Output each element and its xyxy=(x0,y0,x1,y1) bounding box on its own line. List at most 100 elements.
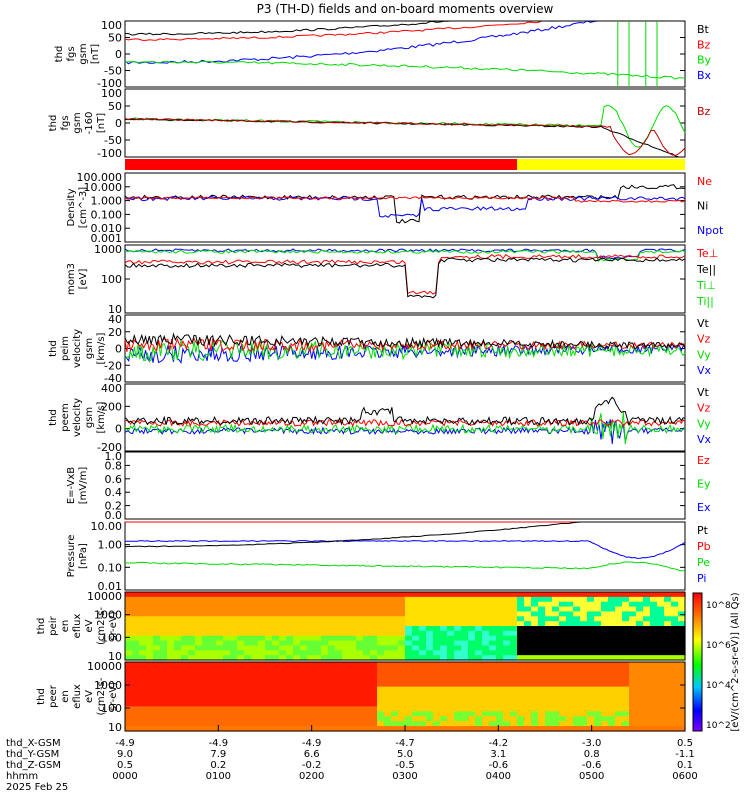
panel-5: 1000 100 10 mom3 [eV] Te⊥ Te|| Ti⊥ Ti|| xyxy=(66,243,718,316)
y-axis-label: gsm xyxy=(84,407,95,428)
x-tick-label: -4.7 xyxy=(395,738,415,749)
series-npot xyxy=(124,195,686,218)
x-tick-label: 0200 xyxy=(299,771,324,782)
y-tick-label: 0 xyxy=(115,343,122,356)
panel-9: 10.00 1.00 0.10 0.01 Pressure [nPa] Pt Pb Pe Pi xyxy=(66,520,711,593)
y-tick-label: 0.4 xyxy=(105,486,123,499)
legend-entry: Ey xyxy=(697,478,711,491)
series-vt xyxy=(124,396,686,427)
panel-7: 400 200 0 -200 thd peem velocity gsm [km/s] Vt Vz V… xyxy=(48,382,712,454)
y-axis-label: eflux xyxy=(72,684,83,709)
y-axis-label: en xyxy=(60,690,71,703)
legend-entry: Pb xyxy=(697,540,711,553)
y-tick-label: 10.00 xyxy=(91,520,123,533)
legend-entry: Bt xyxy=(697,23,710,36)
x-tick-label: 0.2 xyxy=(210,760,226,771)
legend-entry: Ez xyxy=(697,454,710,467)
colorbar-gradient xyxy=(692,592,703,732)
y-axis-label: peim xyxy=(60,336,71,361)
colorbar-tick: 10^4 xyxy=(706,681,731,691)
y-tick-label: 100 xyxy=(101,702,122,715)
colorbar-tick: 10^6 xyxy=(706,641,731,651)
x-tick-label: -0.6 xyxy=(489,760,509,771)
y-tick-label: 10.000 xyxy=(84,181,123,194)
series-ni xyxy=(124,184,686,224)
y-tick-label: 100 xyxy=(101,631,122,644)
y-tick-label: 100 xyxy=(101,87,122,100)
y-axis-label: [nT] xyxy=(90,44,101,64)
y-axis-label: -160 xyxy=(84,112,95,135)
x-tick-label: 0.1 xyxy=(677,760,693,771)
y-tick-label: 0 xyxy=(115,48,122,61)
legend-entry: Bz xyxy=(697,105,711,118)
y-axis-label: Density xyxy=(66,188,77,226)
y-tick-label: 0.01 xyxy=(98,580,123,593)
legend-entry: Pe xyxy=(697,556,710,569)
x-tick-label: -4.9 xyxy=(302,738,322,749)
y-axis-label: [cm^-3] xyxy=(78,187,89,228)
y-tick-label: 0 xyxy=(115,117,122,130)
y-tick-label: 20 xyxy=(108,326,122,339)
series-vt xyxy=(124,332,686,350)
y-axis-label: eV xyxy=(84,690,95,703)
series-ti-perp xyxy=(124,248,686,260)
series-vx xyxy=(124,343,686,364)
legend-entry: Ne xyxy=(697,175,712,188)
y-tick-label: -100 xyxy=(97,147,122,160)
series-by xyxy=(124,60,686,80)
y-tick-label: 10 xyxy=(108,303,122,316)
y-tick-label: 0.0 xyxy=(105,509,123,522)
legend-entry: By xyxy=(697,54,712,67)
legend-entry: Ti⊥ xyxy=(696,279,716,292)
y-tick-label: 1000 xyxy=(94,679,122,692)
legend-entry: Vy xyxy=(697,348,711,361)
y-tick-label: -40 xyxy=(104,372,122,385)
x-tick-label: 0400 xyxy=(486,771,511,782)
y-tick-label: 0 xyxy=(115,423,122,436)
series-vy xyxy=(124,338,686,362)
series-pi xyxy=(124,540,686,559)
x-tick-label: 7.9 xyxy=(210,749,226,760)
x-tick-label: -0.5 xyxy=(395,760,415,771)
series-bt xyxy=(124,20,685,36)
panel-frame xyxy=(124,172,686,243)
y-tick-label: 200 xyxy=(101,400,122,413)
y-axis-label: [eV] xyxy=(78,269,89,290)
y-axis-label: thd xyxy=(36,618,47,635)
colorbar-label: [eV/(cm^2-s-sr-eV)] (All Qs) xyxy=(730,592,741,731)
y-tick-label: 0.6 xyxy=(105,473,123,486)
y-tick-label: 0.010 xyxy=(91,222,123,235)
series-bz xyxy=(124,117,686,156)
y-tick-label: 1.0 xyxy=(105,450,123,463)
legend-entry: Ti|| xyxy=(696,295,714,308)
panel-8: 1.00.80.60.40.20.0 E=-VxB [mV/m] Ez Ey Ex xyxy=(66,450,711,522)
x-tick-label: 0.5 xyxy=(677,738,693,749)
series-pe xyxy=(124,561,686,572)
y-tick-label: 10000 xyxy=(87,660,122,673)
y-axis-label: (cm2-s- xyxy=(96,677,107,715)
x-tick-label: -0.2 xyxy=(302,760,322,771)
y-axis-label: mom3 xyxy=(66,263,77,295)
legend-entry: Npot xyxy=(697,224,724,237)
colorbar-tick: 10^8 xyxy=(706,601,731,611)
x-tick-label: 0500 xyxy=(579,771,604,782)
y-axis-label: velocity xyxy=(72,398,83,437)
x-row-label: 2025 Feb 25 xyxy=(6,782,68,793)
y-axis-label: peer xyxy=(48,684,59,708)
x-tick-label: -4.9 xyxy=(209,738,229,749)
y-tick-label: 100.000 xyxy=(77,171,123,184)
panel-frame xyxy=(124,451,686,520)
y-tick-label: 40 xyxy=(108,313,122,326)
series-ti-par xyxy=(124,249,686,262)
y-axis-label: thd xyxy=(54,46,65,63)
x-tick-label: 0.8 xyxy=(584,749,600,760)
x-row-label: thd_Y-GSM xyxy=(6,749,59,760)
y-axis-label: (cm2-s- xyxy=(96,607,107,645)
x-tick-label: -0.6 xyxy=(582,760,602,771)
y-axis-label: velocity xyxy=(72,329,83,368)
y-tick-label: 50 xyxy=(108,32,122,45)
